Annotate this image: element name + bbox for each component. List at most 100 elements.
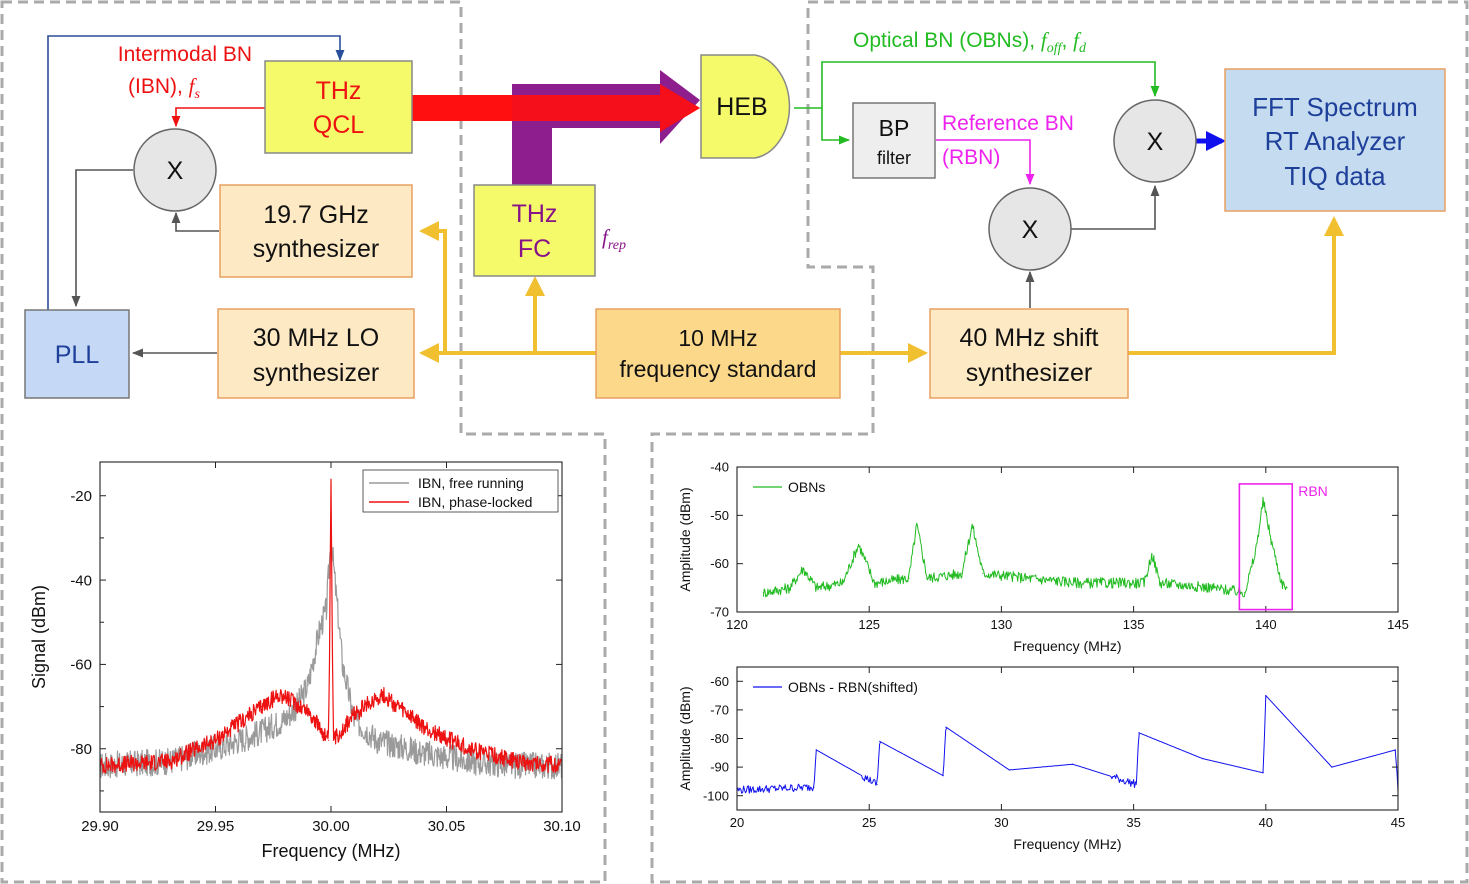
y-tick-label: -60 <box>70 657 92 674</box>
data-point <box>1159 582 1161 584</box>
data-point <box>876 783 878 785</box>
data-point <box>325 609 327 611</box>
y-tick-label: -90 <box>710 760 729 775</box>
lo30-block: 30 MHz LO synthesizer <box>217 308 415 399</box>
data-point <box>307 710 309 712</box>
pll-to-qcl-line <box>47 35 345 310</box>
data-point <box>1072 763 1074 765</box>
x-axis-label: Frequency (MHz) <box>1013 638 1121 654</box>
x-tick-label: 30.00 <box>312 818 350 835</box>
bp-label-1: BP <box>879 115 910 141</box>
series-line-0 <box>736 695 1399 794</box>
y-axis-label: Signal (dBm) <box>29 585 49 689</box>
fc-beam-arrow <box>512 70 700 185</box>
qcl-label-2: QCL <box>313 111 365 139</box>
data-point <box>1331 766 1333 768</box>
qcl-label-1: THz <box>316 77 362 105</box>
std10-label-1: 10 MHz <box>678 325 757 351</box>
reference-lines <box>419 216 1344 363</box>
lo30-label-1: 30 MHz LO <box>253 324 379 352</box>
shift40-block: 40 MHz shift synthesizer <box>929 308 1129 399</box>
data-point <box>261 706 263 708</box>
data-point <box>789 587 791 589</box>
left-panel-border <box>0 0 607 884</box>
x-tick-label: 29.90 <box>81 818 119 835</box>
fft-analyzer-block: FFT Spectrum RT Analyzer TIQ data <box>1224 68 1446 212</box>
data-point <box>908 577 910 579</box>
rbn-line <box>936 139 1035 186</box>
std10-label-2: frequency standard <box>620 356 817 382</box>
data-point <box>879 740 881 743</box>
x-tick-label: 30.10 <box>543 818 581 835</box>
ibn-annotation: Intermodal BN (IBN), fs <box>118 43 252 102</box>
mixer-left: X <box>133 128 217 212</box>
data-point <box>813 786 815 788</box>
data-point <box>469 748 471 750</box>
data-point <box>1262 772 1264 774</box>
right-panel-border <box>650 0 1469 884</box>
data-point <box>168 760 170 763</box>
data-point <box>214 739 217 741</box>
series-line-0 <box>762 496 1288 598</box>
chart-beat-spectrum: 20 25 30 35 40 45 -60 -70 -80 -90 -100 Frequency (M… <box>677 666 1405 852</box>
data-point <box>307 684 309 687</box>
mixer-mid-right-label: X <box>1022 216 1039 244</box>
data-point <box>942 775 944 777</box>
data-point <box>1254 553 1256 555</box>
y-axis-label: Amplitude (dBm) <box>677 686 693 790</box>
data-point <box>802 567 804 570</box>
data-point <box>842 582 844 584</box>
data-point <box>214 748 217 750</box>
pll-block: PLL <box>24 309 130 399</box>
frep-label: frep <box>602 225 626 253</box>
data-point <box>926 577 929 579</box>
y-tick-label: -50 <box>710 508 729 523</box>
bp-filter-block: BP filter <box>852 102 936 179</box>
synth197-label-1: 19.7 GHz <box>263 201 369 229</box>
lo30-label-2: synthesizer <box>253 359 379 387</box>
legend-label: IBN, phase-locked <box>418 494 532 510</box>
thz-qcl-block: THz QCL <box>264 60 413 154</box>
data-point <box>330 486 332 488</box>
x-tick-label: 120 <box>726 617 748 632</box>
synth-19-7-block: 19.7 GHz synthesizer <box>219 184 413 278</box>
mixer-mid-right: X <box>988 187 1072 271</box>
data-point <box>1286 587 1288 589</box>
data-point <box>1027 577 1029 579</box>
data-point <box>815 749 817 751</box>
data-point <box>1008 769 1010 771</box>
chart-obn-spectrum: 120 125 130 135 140 145 -40 -50 -60 -70 Frequency … <box>677 460 1409 654</box>
data-point <box>332 739 334 741</box>
data-point <box>815 587 817 589</box>
plot-frame <box>736 466 1399 613</box>
data-point <box>1281 582 1283 584</box>
std10-block: 10 MHz frequency standard <box>595 308 841 399</box>
y-tick-label: -80 <box>710 731 729 746</box>
data-point <box>1244 592 1246 594</box>
data-point <box>1201 757 1203 760</box>
data-point <box>961 572 963 574</box>
data-point <box>982 572 984 574</box>
legend-label: OBNs <box>788 479 825 495</box>
synth197-label-2: synthesizer <box>253 235 379 263</box>
x-tick-label: 35 <box>1126 815 1140 830</box>
x-axis-label: Frequency (MHz) <box>261 841 400 861</box>
heb-block: HEB <box>700 54 791 159</box>
shift40-label-1: 40 MHz shift <box>960 324 1099 352</box>
y-tick-label: -60 <box>710 556 729 571</box>
x-tick-label: 45 <box>1391 815 1405 830</box>
data-point <box>762 592 765 594</box>
series-line-1 <box>99 478 563 774</box>
data-point <box>341 663 344 666</box>
data-point <box>1151 553 1153 555</box>
y-tick-label: -40 <box>710 460 729 475</box>
mixer-top-right: X <box>1113 99 1197 183</box>
y-tick-label: -70 <box>710 702 729 717</box>
data-point <box>422 752 424 754</box>
data-point <box>279 693 281 695</box>
fft-label-1: FFT Spectrum <box>1252 92 1418 122</box>
y-tick-label: -60 <box>710 674 729 689</box>
data-point <box>261 731 263 733</box>
connection-lines <box>47 35 1226 358</box>
